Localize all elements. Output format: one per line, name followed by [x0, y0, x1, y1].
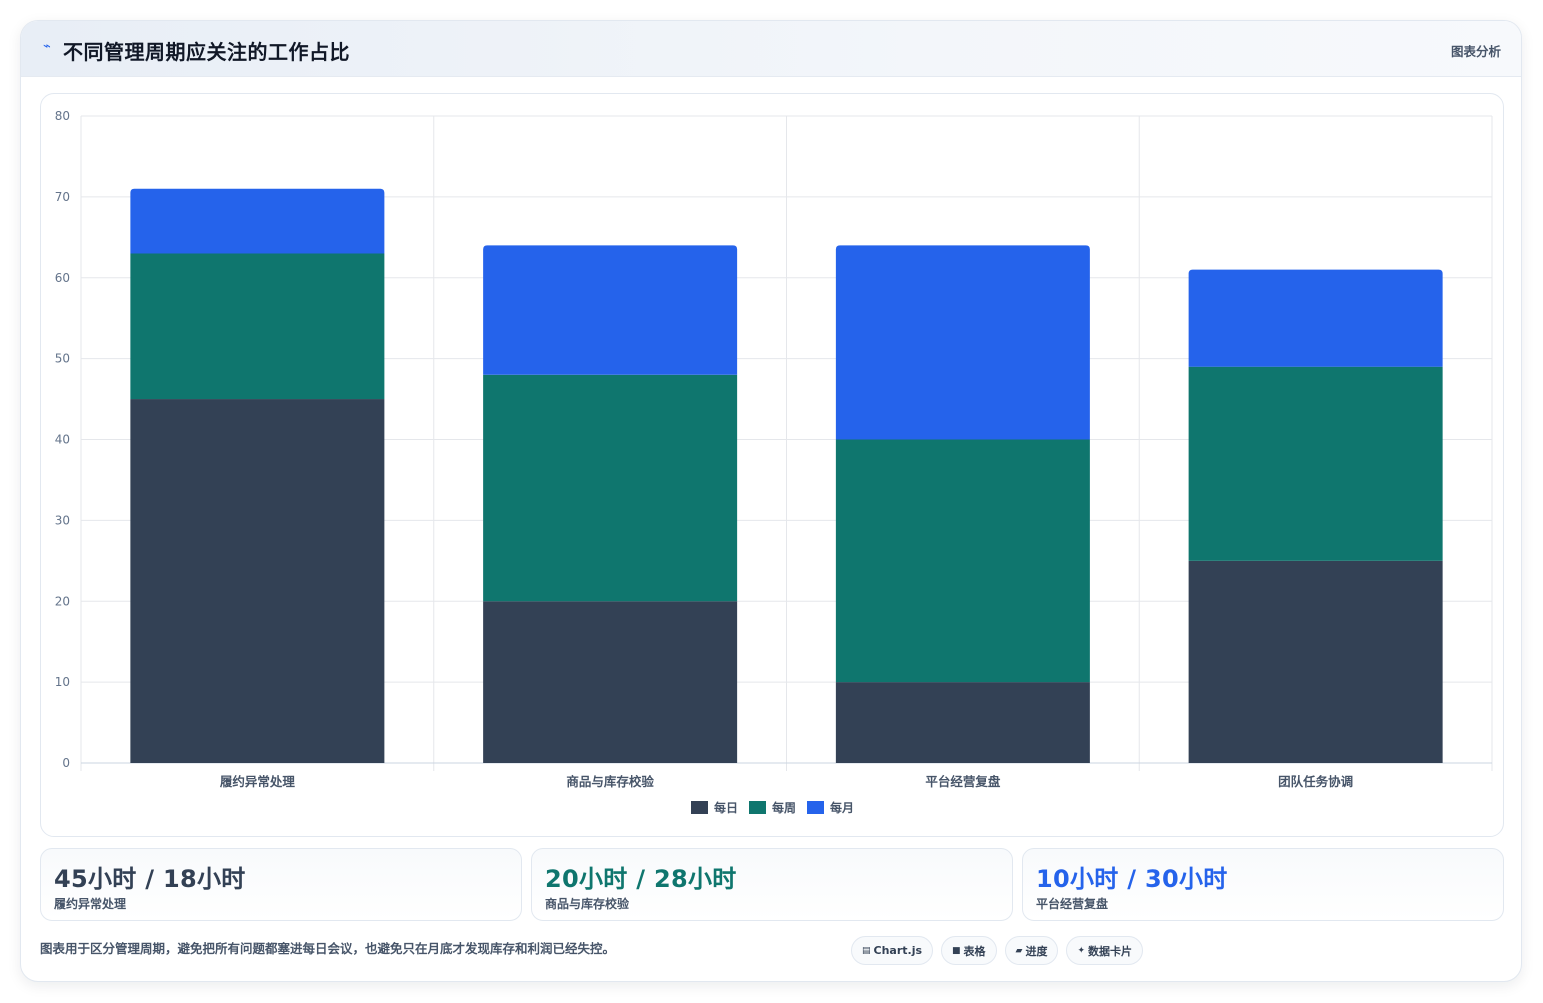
stat-label: 商品与库存校验 — [545, 897, 630, 911]
bar-segment — [835, 245, 1090, 440]
y-tick-label: 0 — [62, 756, 70, 770]
y-tick-label: 40 — [55, 433, 70, 447]
chip-label: 进度 — [1025, 944, 1048, 958]
stat-value: 45小时 / 18小时 — [54, 865, 246, 893]
feature-chips: ▤ Chart.js ■ 表格 ▰ 进度 ✦ 数据卡片 — [851, 936, 1144, 965]
legend-label: 每日 — [714, 800, 738, 815]
bar-segment — [483, 601, 738, 763]
page-title: 不同管理周期应关注的工作占比 — [63, 40, 350, 64]
bar-segment — [835, 682, 1090, 763]
legend-swatch — [749, 801, 766, 814]
bar-segment — [1188, 269, 1443, 367]
chip-label: Chart.js — [873, 944, 923, 957]
bar-segment — [1188, 560, 1443, 763]
chart-card: ⌁ 不同管理周期应关注的工作占比 图表分析 0 10 20 30 40 50 60 70 80 履… — [20, 20, 1522, 982]
x-tick-label: 团队任务协调 — [1278, 774, 1353, 789]
legend-swatch — [807, 801, 824, 814]
chart-analysis-label[interactable]: 图表分析 — [1450, 44, 1501, 59]
chart-footnote: 图表用于区分管理周期，避免把所有问题都塞进每日会议，也避免只在月底才发现库存和利… — [40, 941, 616, 956]
chip-progress[interactable]: ▰ 进度 — [1004, 936, 1059, 965]
legend-label: 每周 — [772, 800, 796, 815]
bar-segment — [483, 245, 738, 375]
legend-label: 每月 — [830, 800, 854, 815]
bar-segment — [130, 253, 385, 400]
stat-value: 20小时 / 28小时 — [545, 865, 737, 893]
y-tick-label: 50 — [55, 352, 70, 366]
x-tick-label: 履约异常处理 — [219, 774, 296, 789]
stat-value: 10小时 / 30小时 — [1036, 865, 1228, 893]
stacked-bar-chart: 0 10 20 30 40 50 60 70 80 履约异常处理 商品与库存校验 平台经营复盘 团队任务… — [55, 109, 1493, 815]
chip-label: 数据卡片 — [1088, 944, 1133, 958]
chip-table[interactable]: ■ 表格 — [941, 936, 997, 965]
y-tick-label: 30 — [55, 513, 70, 527]
stat-card-fulfillment: 45小时 / 18小时 履约异常处理 — [40, 848, 522, 921]
chip-chartjs[interactable]: ▤ Chart.js — [851, 936, 934, 965]
progress-icon: ▰ — [1015, 945, 1023, 956]
sparkle-icon: ✦ — [1077, 945, 1086, 956]
bar-segment — [1188, 366, 1443, 561]
chart-panel: 0 10 20 30 40 50 60 70 80 履约异常处理 商品与库存校验 平台经营复盘 团队任务… — [40, 93, 1504, 837]
pulse-icon: ⌁ — [43, 39, 51, 54]
legend-swatch — [691, 801, 708, 814]
stat-label: 平台经营复盘 — [1036, 897, 1109, 911]
bar-segment — [130, 399, 385, 763]
y-tick-label: 70 — [55, 190, 70, 204]
card-header: ⌁ 不同管理周期应关注的工作占比 图表分析 — [21, 21, 1521, 77]
y-tick-label: 20 — [55, 594, 70, 608]
x-tick-label: 商品与库存校验 — [566, 774, 654, 789]
y-tick-label: 60 — [55, 271, 70, 285]
bar-segment — [835, 439, 1090, 683]
table-icon: ■ — [952, 945, 961, 956]
y-tick-label: 10 — [55, 675, 70, 689]
stat-card-inventory: 20小时 / 28小时 商品与库存校验 — [531, 848, 1013, 921]
chart-icon: ▤ — [862, 945, 871, 956]
stat-label: 履约异常处理 — [54, 897, 127, 911]
bar-segment — [130, 188, 385, 254]
stat-card-platform: 10小时 / 30小时 平台经营复盘 — [1022, 848, 1504, 921]
chip-label: 表格 — [963, 944, 986, 958]
y-tick-label: 80 — [55, 109, 70, 123]
bar-segment — [483, 374, 738, 602]
x-tick-label: 平台经营复盘 — [925, 774, 1001, 789]
chip-data-card[interactable]: ✦ 数据卡片 — [1066, 936, 1144, 965]
